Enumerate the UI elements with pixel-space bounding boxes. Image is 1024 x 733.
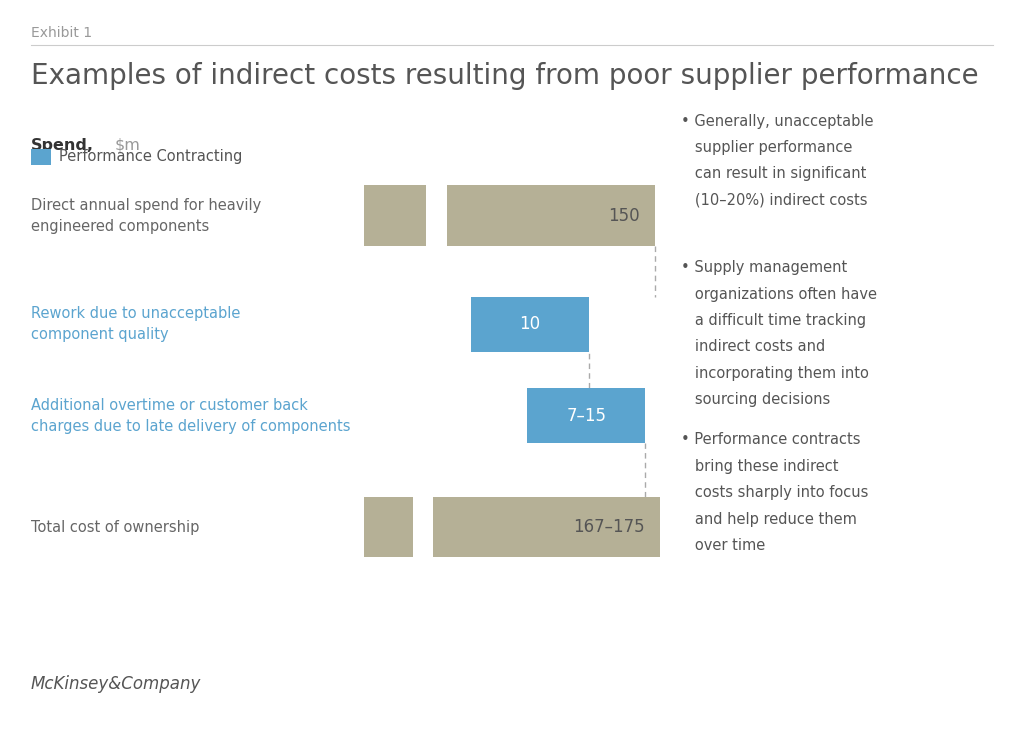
- Text: Additional overtime or customer back
charges due to late delivery of components: Additional overtime or customer back cha…: [31, 398, 350, 434]
- Text: bring these indirect: bring these indirect: [681, 459, 839, 474]
- Text: 167–175: 167–175: [573, 518, 645, 536]
- Text: Direct annual spend for heavily
engineered components: Direct annual spend for heavily engineer…: [31, 197, 261, 234]
- Bar: [426, 497, 660, 557]
- Text: • Generally, unacceptable: • Generally, unacceptable: [681, 114, 873, 128]
- Bar: [471, 297, 589, 352]
- Text: incorporating them into: incorporating them into: [681, 366, 868, 380]
- Text: indirect costs and: indirect costs and: [681, 339, 825, 354]
- Text: sourcing decisions: sourcing decisions: [681, 392, 830, 407]
- Bar: [364, 185, 434, 246]
- Text: 10: 10: [519, 315, 541, 334]
- Text: supplier performance: supplier performance: [681, 140, 852, 155]
- Bar: [426, 184, 446, 247]
- Text: over time: over time: [681, 538, 765, 553]
- Text: McKinsey&Company: McKinsey&Company: [31, 674, 201, 693]
- Text: and help reduce them: and help reduce them: [681, 512, 857, 526]
- Bar: [527, 388, 645, 443]
- Text: Rework due to unacceptable
component quality: Rework due to unacceptable component qua…: [31, 306, 240, 342]
- Text: Performance Contracting: Performance Contracting: [59, 150, 243, 164]
- Text: 7–15: 7–15: [566, 407, 606, 425]
- Text: Total cost of ownership: Total cost of ownership: [31, 520, 199, 534]
- Bar: [439, 185, 655, 246]
- Text: Examples of indirect costs resulting from poor supplier performance: Examples of indirect costs resulting fro…: [31, 62, 978, 90]
- Text: • Supply management: • Supply management: [681, 260, 847, 275]
- Text: organizations often have: organizations often have: [681, 287, 877, 301]
- Text: $m: $m: [115, 138, 140, 152]
- Text: a difficult time tracking: a difficult time tracking: [681, 313, 866, 328]
- Text: costs sharply into focus: costs sharply into focus: [681, 485, 868, 500]
- Bar: [31, 149, 51, 165]
- Text: • Performance contracts: • Performance contracts: [681, 432, 860, 447]
- Text: (10–20%) indirect costs: (10–20%) indirect costs: [681, 193, 867, 207]
- Text: can result in significant: can result in significant: [681, 166, 866, 181]
- Text: Spend,: Spend,: [31, 138, 94, 152]
- Bar: [413, 496, 433, 559]
- Text: 150: 150: [608, 207, 640, 224]
- Bar: [364, 497, 420, 557]
- Text: Exhibit 1: Exhibit 1: [31, 26, 92, 40]
